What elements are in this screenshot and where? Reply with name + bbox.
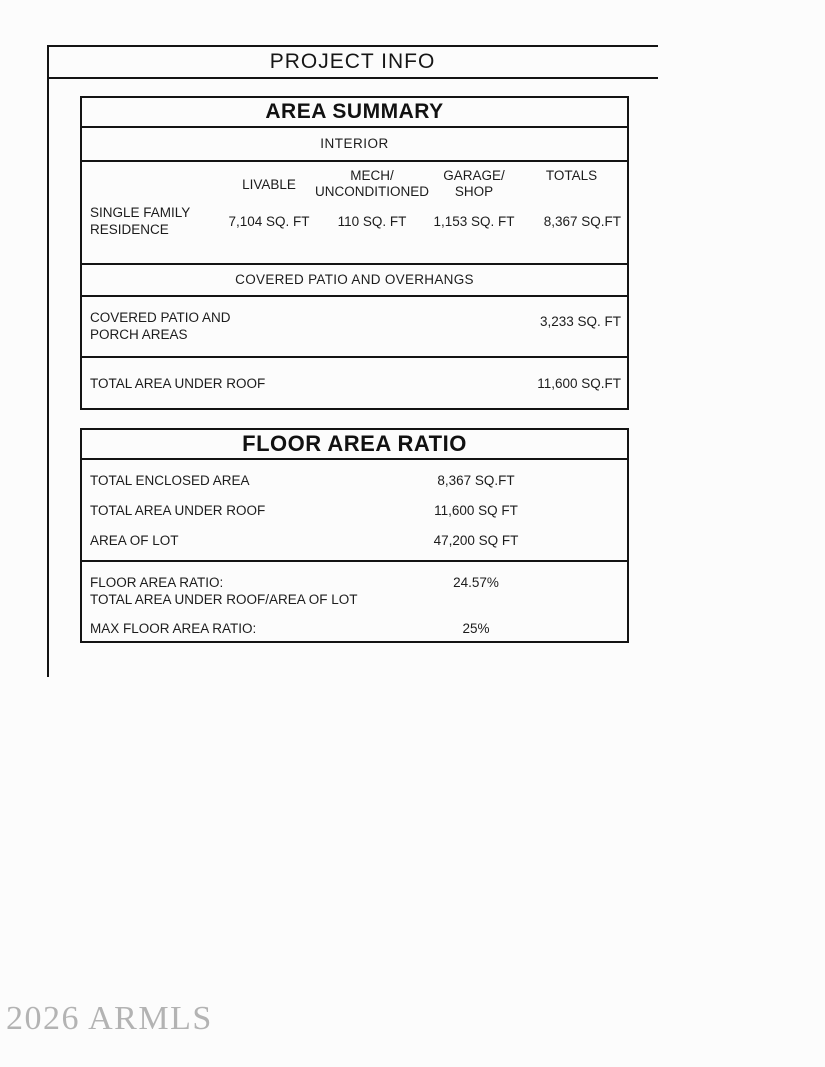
interior-section-header: INTERIOR	[82, 128, 627, 162]
column-header-livable: LIVABLE	[242, 177, 296, 192]
column-header-mech: MECH/ UNCONDITIONED	[315, 168, 429, 199]
row-label-floor-area-ratio: FLOOR AREA RATIO: TOTAL AREA UNDER ROOF/…	[90, 575, 358, 607]
interior-data-grid: LIVABLE MECH/ UNCONDITIONED GARAGE/ SHOP…	[82, 162, 627, 265]
value-max-floor-area-ratio: 25%	[462, 621, 490, 636]
row-label-area-of-lot: AREA OF LOT	[90, 533, 179, 548]
value-total-area-under-roof: 11,600 SQ FT	[434, 503, 518, 518]
column-header-totals: TOTALS	[545, 168, 598, 183]
row-label-max-floor-area-ratio: MAX FLOOR AREA RATIO:	[90, 621, 257, 636]
left-border-line	[47, 45, 49, 677]
header-bottom-line	[47, 77, 658, 79]
area-summary-title: AREA SUMMARY	[82, 98, 627, 128]
floor-area-ratio-title: FLOOR AREA RATIO	[82, 430, 627, 460]
armls-watermark: 2026 ARMLS	[6, 1000, 213, 1037]
floor-area-ratio-values-section: TOTAL ENCLOSED AREA 8,367 SQ.FT TOTAL AR…	[82, 460, 627, 562]
value-livable: 7,104 SQ. FT	[228, 214, 310, 229]
value-total-enclosed-area: 8,367 SQ.FT	[437, 473, 515, 488]
row-label-total-enclosed-area: TOTAL ENCLOSED AREA	[90, 473, 250, 488]
covered-patio-section-header: COVERED PATIO AND OVERHANGS	[82, 265, 627, 297]
covered-patio-row: COVERED PATIO AND PORCH AREAS 3,233 SQ. …	[82, 297, 627, 358]
row-label-covered-patio: COVERED PATIO AND PORCH AREAS	[90, 310, 231, 342]
row-label-total-area-under-roof: TOTAL AREA UNDER ROOF	[90, 503, 266, 518]
value-totals: 8,367 SQ.FT	[543, 214, 621, 229]
value-mech: 110 SQ. FT	[337, 214, 407, 229]
page-title: PROJECT INFO	[269, 50, 436, 73]
row-label-total-area-under-roof: TOTAL AREA UNDER ROOF	[90, 376, 266, 391]
area-summary-table: AREA SUMMARY INTERIOR LIVABLE MECH/ UNCO…	[80, 96, 629, 410]
value-total-area-under-roof: 11,600 SQ.FT	[537, 376, 621, 391]
column-header-garage: GARAGE/ SHOP	[443, 168, 505, 199]
row-label-single-family-residence: SINGLE FAMILY RESIDENCE	[90, 205, 191, 237]
value-covered-patio: 3,233 SQ. FT	[539, 314, 621, 329]
value-floor-area-ratio: 24.57%	[453, 575, 499, 590]
floor-area-ratio-table: FLOOR AREA RATIO TOTAL ENCLOSED AREA 8,3…	[80, 428, 629, 643]
header-top-line	[47, 45, 658, 47]
floor-area-ratio-result-section: FLOOR AREA RATIO: TOTAL AREA UNDER ROOF/…	[82, 562, 627, 641]
value-area-of-lot: 47,200 SQ FT	[433, 533, 519, 548]
total-area-under-roof-row: TOTAL AREA UNDER ROOF 11,600 SQ.FT	[82, 358, 627, 408]
value-garage: 1,153 SQ. FT	[433, 214, 515, 229]
